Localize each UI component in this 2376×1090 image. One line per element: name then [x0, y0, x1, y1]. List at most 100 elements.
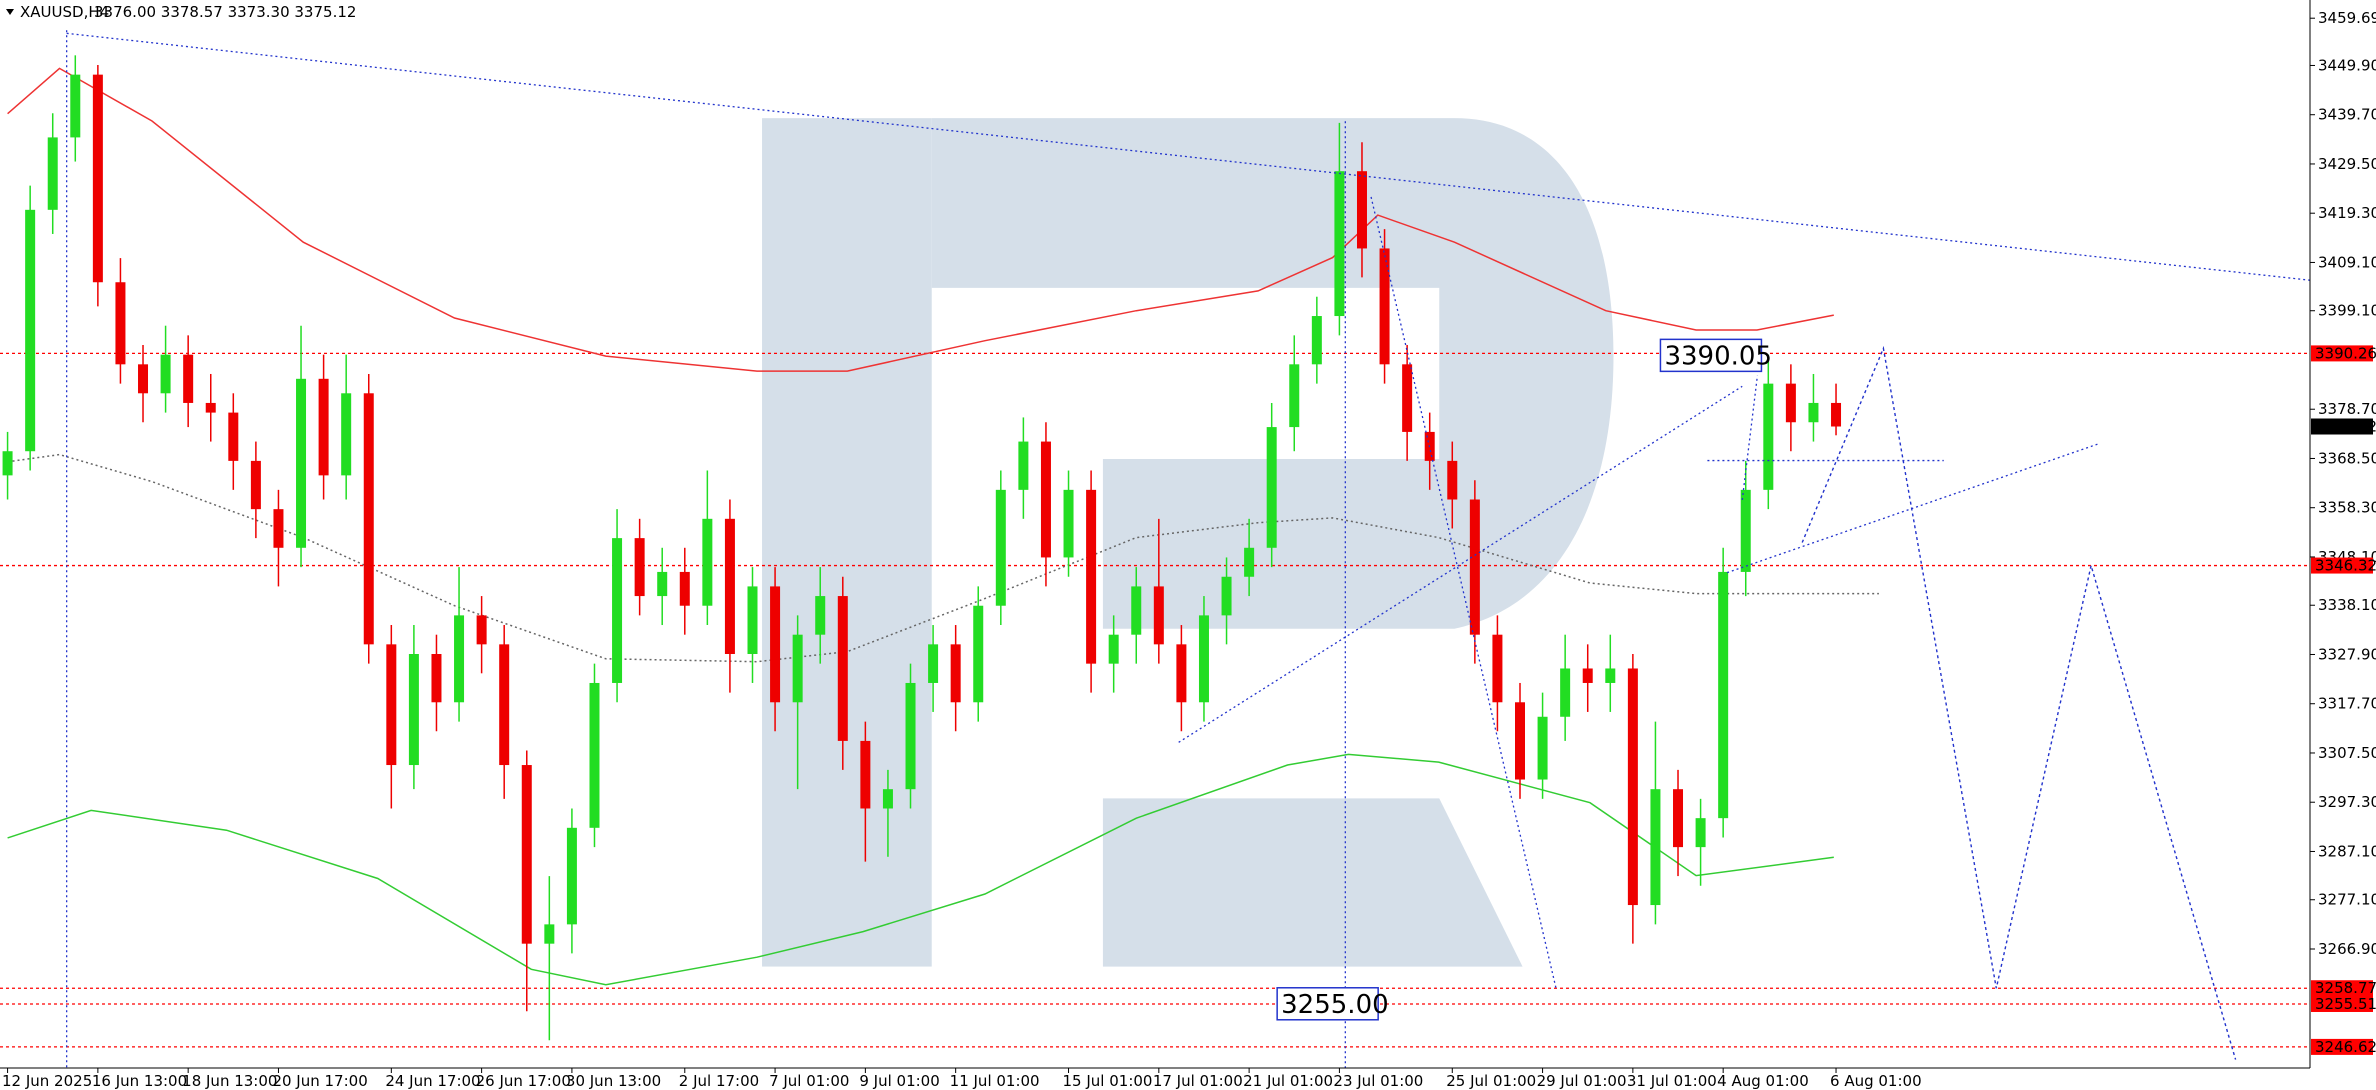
- candle-body: [1537, 716, 1548, 780]
- candle-body: [1221, 576, 1232, 616]
- x-tick-label: 11 Jul 01:00: [950, 1072, 1040, 1090]
- y-tick-label: 3399.10: [2318, 302, 2376, 320]
- level-label: 3390.26: [2315, 344, 2376, 362]
- annotation: 3255.00: [1281, 990, 1389, 1020]
- x-tick-label: 6 Aug 01:00: [1830, 1072, 1922, 1090]
- candle-body: [679, 571, 690, 606]
- plot: [0, 55, 2310, 1060]
- candle-body: [92, 74, 103, 283]
- candle-body: [1311, 316, 1322, 365]
- candle-body: [273, 509, 284, 548]
- level-tag: [2311, 557, 2373, 574]
- level-label: 3255.51: [2315, 995, 2376, 1013]
- candle-body: [1740, 489, 1751, 572]
- symbol: XAUUSD,H4: [20, 3, 109, 21]
- candle-body: [566, 827, 577, 925]
- y-tick-label: 3287.10: [2318, 842, 2376, 860]
- x-tick-label: 15 Jul 01:00: [1063, 1072, 1153, 1090]
- x-tick-label: 16 Jun 13:00: [92, 1072, 187, 1090]
- candle-body: [1086, 489, 1097, 664]
- annotation-box: [1276, 987, 1379, 1021]
- moving-average: [7, 753, 1834, 986]
- x-tick-label: 20 Jun 17:00: [272, 1072, 367, 1090]
- candle-body: [1244, 547, 1255, 577]
- x-tick-label: 29 Jul 01:00: [1537, 1072, 1627, 1090]
- candle-body: [1718, 571, 1729, 819]
- candle-body: [657, 571, 668, 597]
- candle-body: [386, 644, 397, 766]
- y-tick-label: 3439.70: [2318, 106, 2376, 124]
- y-tick-label: 3459.69: [2318, 9, 2376, 27]
- candle-body: [815, 596, 826, 635]
- x-tick-label: 9 Jul 01:00: [859, 1072, 939, 1090]
- y-tick-label: 3338.10: [2318, 596, 2376, 614]
- axes: 3459.69 3449.90 3439.70 3429.50 3419.30 3409.…: [2, 9, 2376, 1090]
- candle-body: [296, 378, 307, 548]
- candle-body: [318, 378, 329, 476]
- candle-body: [1108, 634, 1119, 664]
- candle-body: [1695, 818, 1706, 848]
- candle-body: [973, 605, 984, 703]
- candle-body: [70, 74, 81, 138]
- candle-body: [544, 924, 555, 944]
- candle-body: [1063, 489, 1074, 558]
- candle-body: [1379, 248, 1390, 365]
- y-tick-label: 3277.10: [2318, 891, 2376, 909]
- candle-body: [1153, 586, 1164, 645]
- candle-body: [1560, 668, 1571, 717]
- candle-body: [792, 634, 803, 703]
- candle-body: [724, 518, 735, 654]
- candle-body: [882, 789, 893, 809]
- candle-body: [183, 354, 194, 403]
- candle-body: [1266, 427, 1277, 548]
- x-tick-label: 23 Jul 01:00: [1333, 1072, 1423, 1090]
- x-tick-label: 24 Jun 17:00: [385, 1072, 480, 1090]
- y-tick-label: 3358.30: [2318, 499, 2376, 517]
- moving-average: [7, 67, 1834, 372]
- candle-body: [928, 644, 939, 683]
- level-label: 3346.32: [2315, 557, 2376, 575]
- candle-body: [1831, 402, 1842, 427]
- candle-body: [1131, 586, 1142, 635]
- y-tick-label: 3409.10: [2318, 253, 2376, 271]
- candle-body: [521, 765, 532, 944]
- candle-body: [228, 412, 239, 461]
- x-tick-label: 31 Jul 01:00: [1627, 1072, 1717, 1090]
- candle-body: [1402, 364, 1413, 432]
- candle-body: [1605, 668, 1616, 683]
- candle-body: [950, 644, 961, 703]
- symbol-menu-icon[interactable]: [6, 9, 14, 15]
- level-tag: [2311, 345, 2373, 362]
- ohlc: 3376.00 3378.57 3373.30 3375.12: [94, 3, 356, 21]
- candle-body: [138, 364, 149, 394]
- candle-body: [1808, 402, 1819, 423]
- x-tick-label: 7 Jul 01:00: [769, 1072, 849, 1090]
- candle-body: [1176, 644, 1187, 703]
- candle-body: [1334, 171, 1345, 317]
- y-tick-label: 3297.30: [2318, 793, 2376, 811]
- candle-body: [747, 586, 758, 654]
- level-tag: [2311, 980, 2373, 997]
- trend-lines: [67, 30, 2311, 1068]
- candle-body: [25, 209, 36, 452]
- candle-body: [454, 615, 465, 703]
- x-tick-label: 12 Jun 2025: [2, 1072, 92, 1090]
- candle-body: [612, 538, 623, 683]
- candle-body: [476, 615, 487, 645]
- candle-body: [205, 402, 216, 413]
- candle-body: [1650, 789, 1661, 906]
- candle-body: [1469, 499, 1480, 635]
- level-label: 3246.62: [2315, 1038, 2376, 1056]
- y-tick-label: 3307.50: [2318, 744, 2376, 762]
- candle-body: [1198, 615, 1209, 703]
- candle-body: [1785, 383, 1796, 423]
- candle-body: [770, 586, 781, 703]
- candle-body: [341, 393, 352, 476]
- last-price-tag: [2311, 418, 2373, 435]
- x-tick-label: 4 Aug 01:00: [1717, 1072, 1809, 1090]
- x-tick-label: 2 Jul 17:00: [679, 1072, 759, 1090]
- candle-body: [408, 653, 419, 766]
- level-tag: [2311, 1038, 2373, 1055]
